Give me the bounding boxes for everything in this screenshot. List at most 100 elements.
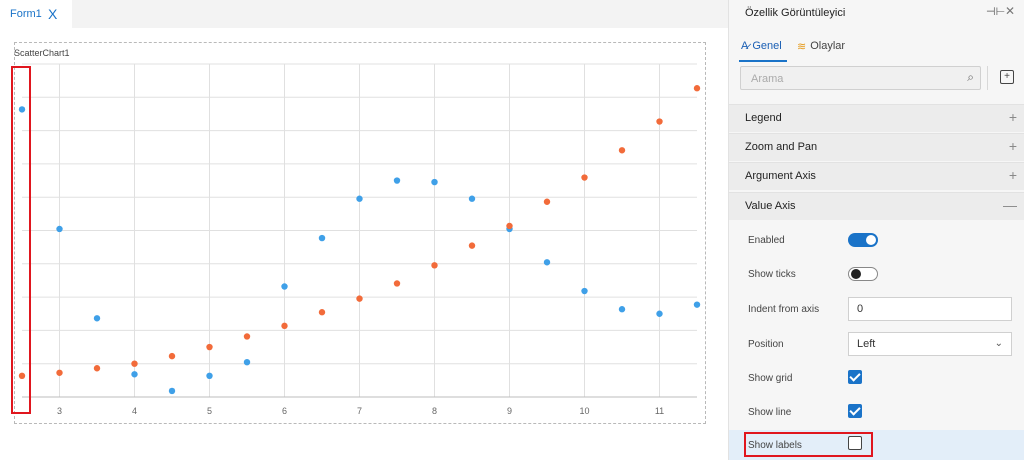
data-point-series-1 [18, 106, 26, 113]
document-tab-strip: Form1 X [0, 0, 728, 28]
section-argument-axis[interactable]: Argument Axis + [729, 162, 1024, 190]
prop-show-grid-label: Show grid [748, 373, 793, 384]
section-legend[interactable]: Legend + [729, 104, 1024, 132]
form-design-surface [0, 28, 728, 460]
data-point-series-2 [281, 322, 288, 330]
data-point-series-1 [618, 306, 626, 313]
data-point-series-1 [656, 310, 663, 317]
close-icon[interactable]: ✕ [1005, 4, 1016, 18]
data-point-series-2 [206, 343, 213, 351]
panel-title: Özellik Görüntüleyici [745, 7, 846, 19]
data-point-series-2 [131, 360, 138, 367]
prop-indent-from-axis: Indent from axis 0 [729, 293, 1024, 327]
section-value-axis-label: Value Axis [745, 200, 796, 212]
scatter-chart-control[interactable] [14, 42, 706, 424]
chevron-down-icon: ⌄ [994, 338, 1003, 349]
data-point-series-2 [243, 333, 251, 340]
prop-position: Position Left ⌄ [729, 328, 1024, 362]
data-point-series-2 [56, 369, 63, 376]
data-point-series-1 [206, 372, 213, 380]
data-point-series-2 [318, 309, 326, 316]
prop-show-line-label: Show line [748, 407, 792, 418]
section-value-axis[interactable]: Value Axis — [729, 192, 1024, 220]
data-point-series-1 [393, 177, 401, 184]
data-point-series-2 [18, 372, 26, 380]
data-point-series-2 [468, 242, 476, 249]
x-tick-label: 8 [432, 406, 437, 416]
properties-panel: Özellik Görüntüleyici ⊣⊢ ✕ A̷ Genel ≋ Ol… [728, 0, 1024, 460]
data-point-series-1 [543, 259, 551, 266]
section-legend-label: Legend [745, 112, 782, 124]
show-grid-checkbox[interactable] [848, 370, 862, 384]
x-tick-label: 4 [132, 406, 137, 416]
data-point-series-1 [243, 358, 251, 366]
position-select[interactable]: Left ⌄ [848, 332, 1012, 356]
data-point-series-2 [656, 118, 663, 125]
prop-indent-label: Indent from axis [748, 304, 820, 315]
tab-events[interactable]: ≋ Olaylar [797, 36, 845, 56]
data-point-series-1 [581, 287, 588, 295]
designer-pane: Form1 X ScatterChart1 3 4 5 6 7 8 9 10 11 [0, 0, 728, 460]
pin-icon[interactable]: ⊣⊢ [986, 6, 1006, 18]
data-point-series-1 [131, 371, 138, 378]
x-tick-label: 6 [282, 406, 287, 416]
data-point-series-1 [468, 195, 476, 202]
prop-position-label: Position [748, 339, 784, 350]
section-zoom-and-pan[interactable]: Zoom and Pan + [729, 133, 1024, 161]
data-point-series-2 [431, 262, 438, 269]
data-point-series-1 [168, 387, 176, 395]
data-point-series-2 [393, 280, 401, 287]
enabled-toggle[interactable] [848, 233, 878, 247]
collapse-icon: — [1003, 197, 1017, 213]
tab-general-label: Genel [752, 40, 782, 52]
data-point-series-2 [168, 352, 176, 360]
search-icon[interactable]: ⌕ [967, 70, 974, 84]
section-zoom-label: Zoom and Pan [745, 141, 818, 153]
x-tick-label: 11 [655, 406, 664, 416]
data-point-series-1 [431, 178, 438, 186]
chart-control-name: ScatterChart1 [14, 48, 70, 58]
close-tab-icon[interactable]: X [48, 6, 58, 22]
prop-show-labels-label: Show labels [748, 440, 802, 451]
expand-icon: + [1008, 167, 1017, 183]
data-point-series-1 [356, 195, 363, 202]
scatter-chart-plot: 3 4 5 6 7 8 9 10 11 [18, 63, 701, 416]
data-point-series-2 [581, 174, 588, 181]
search-input[interactable] [749, 70, 953, 88]
prop-show-grid: Show grid [729, 362, 1024, 396]
toggle-knob [866, 235, 876, 245]
data-point-series-1 [318, 234, 326, 242]
data-point-series-1 [56, 225, 63, 233]
x-tick-label: 9 [507, 406, 512, 416]
data-point-series-2 [693, 85, 701, 92]
show-labels-checkbox[interactable] [848, 436, 862, 450]
x-tick-label: 3 [57, 406, 62, 416]
data-point-series-2 [506, 222, 513, 230]
events-icon: ≋ [797, 40, 807, 53]
toolbar-divider [987, 66, 988, 90]
expand-icon: + [1008, 109, 1017, 125]
show-line-checkbox[interactable] [848, 404, 862, 418]
prop-enabled: Enabled [729, 224, 1024, 258]
data-point-series-2 [356, 295, 363, 302]
section-argument-axis-label: Argument Axis [745, 170, 816, 182]
data-point-series-2 [618, 147, 626, 154]
tab-form1[interactable]: Form1 X [0, 0, 72, 28]
expand-icon: + [1008, 138, 1017, 154]
prop-show-ticks-label: Show ticks [748, 269, 796, 280]
data-point-series-2 [93, 365, 101, 372]
x-tick-label: 7 [357, 406, 362, 416]
data-point-series-2 [543, 198, 551, 205]
prop-enabled-label: Enabled [748, 235, 785, 246]
data-point-series-1 [281, 283, 288, 290]
value-axis-highlight [11, 66, 31, 414]
add-icon[interactable]: + [1000, 70, 1014, 84]
tab-general[interactable]: A̷ Genel [741, 36, 782, 56]
x-tick-label: 10 [579, 406, 589, 416]
prop-show-line: Show line [729, 396, 1024, 430]
indent-from-axis-input[interactable]: 0 [848, 297, 1012, 321]
prop-show-ticks: Show ticks [729, 258, 1024, 292]
show-ticks-toggle[interactable] [848, 267, 878, 281]
data-point-series-1 [93, 315, 101, 322]
text-style-icon: A̷ [741, 40, 749, 52]
